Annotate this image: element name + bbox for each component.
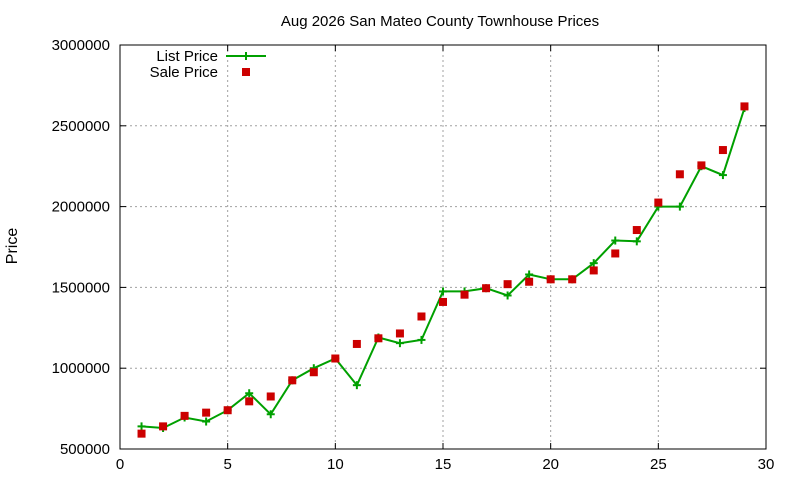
sale-price-point [482,284,491,293]
sale-price-point [352,339,361,348]
sale-price-point [395,329,404,338]
sale-price-point [503,280,512,289]
y-tick-label: 1000000 [52,360,110,377]
chart-title: Aug 2026 San Mateo County Townhouse Pric… [281,13,599,30]
legend-label: List Price [156,48,218,65]
list-price-point [137,422,146,431]
sale-price-point [697,161,706,170]
axes: 0 5 10 15 20 25 30 500000 1000000 1500000 2000000 2… [52,37,775,473]
list-price-point [395,339,404,348]
list-price-point [417,335,426,344]
list-price-point [718,171,727,180]
y-tick-label: 2500000 [52,118,110,135]
legend-item: List Price [156,48,266,65]
sale-price-point [331,354,340,363]
x-tick-label: 30 [758,456,775,473]
list-price-point [245,389,254,398]
sale-price-point [589,266,598,275]
sale-price-point [439,297,447,306]
sale-price-point [546,275,555,284]
sale-price-point [740,102,749,111]
sale-price-point [525,277,534,286]
sale-price-point [632,226,641,235]
y-tick-label: 3000000 [52,37,110,54]
list-price-point [266,410,275,419]
y-tick-label: 2000000 [52,199,110,216]
x-tick-label: 10 [327,456,344,473]
sale-price-point [718,146,727,155]
x-tick-label: 20 [542,456,559,473]
list-price-point [352,381,361,390]
list-price-point [439,287,447,296]
list-price-point [675,202,684,211]
series-sale-price [137,102,749,438]
sale-price-point [159,422,168,431]
list-price-point [503,291,512,300]
list-price-point [611,236,620,245]
legend-square-swatch [242,68,250,76]
sale-price-point [654,198,663,207]
x-tick-label: 0 [116,456,124,473]
list-price-point [632,237,641,246]
list-price-point [525,270,534,279]
y-tick-label: 500000 [60,441,110,458]
legend-item: Sale Price [150,64,250,81]
sale-price-point [202,408,211,417]
sale-price-point [288,376,297,385]
sale-price-point [417,312,426,321]
sale-price-point [374,334,383,343]
sale-price-point [266,392,275,401]
sale-price-point [223,406,232,415]
list-price-point [589,259,598,268]
sale-price-point [245,397,254,406]
sale-price-point [309,368,318,377]
series-layer [137,102,749,438]
sale-price-point [460,290,469,299]
sale-price-point [137,429,146,438]
sale-price-point [611,249,620,258]
list-price-point [202,417,211,426]
x-tick-label: 15 [435,456,452,473]
legend-label: Sale Price [150,64,218,81]
sale-price-point [675,170,684,179]
grid-lines [120,45,766,449]
y-axis-label: Price [4,228,21,265]
sale-price-point [568,275,577,284]
x-tick-label: 25 [650,456,667,473]
sale-price-point [180,411,189,420]
x-tick-label: 5 [223,456,231,473]
y-tick-label: 1500000 [52,279,110,296]
